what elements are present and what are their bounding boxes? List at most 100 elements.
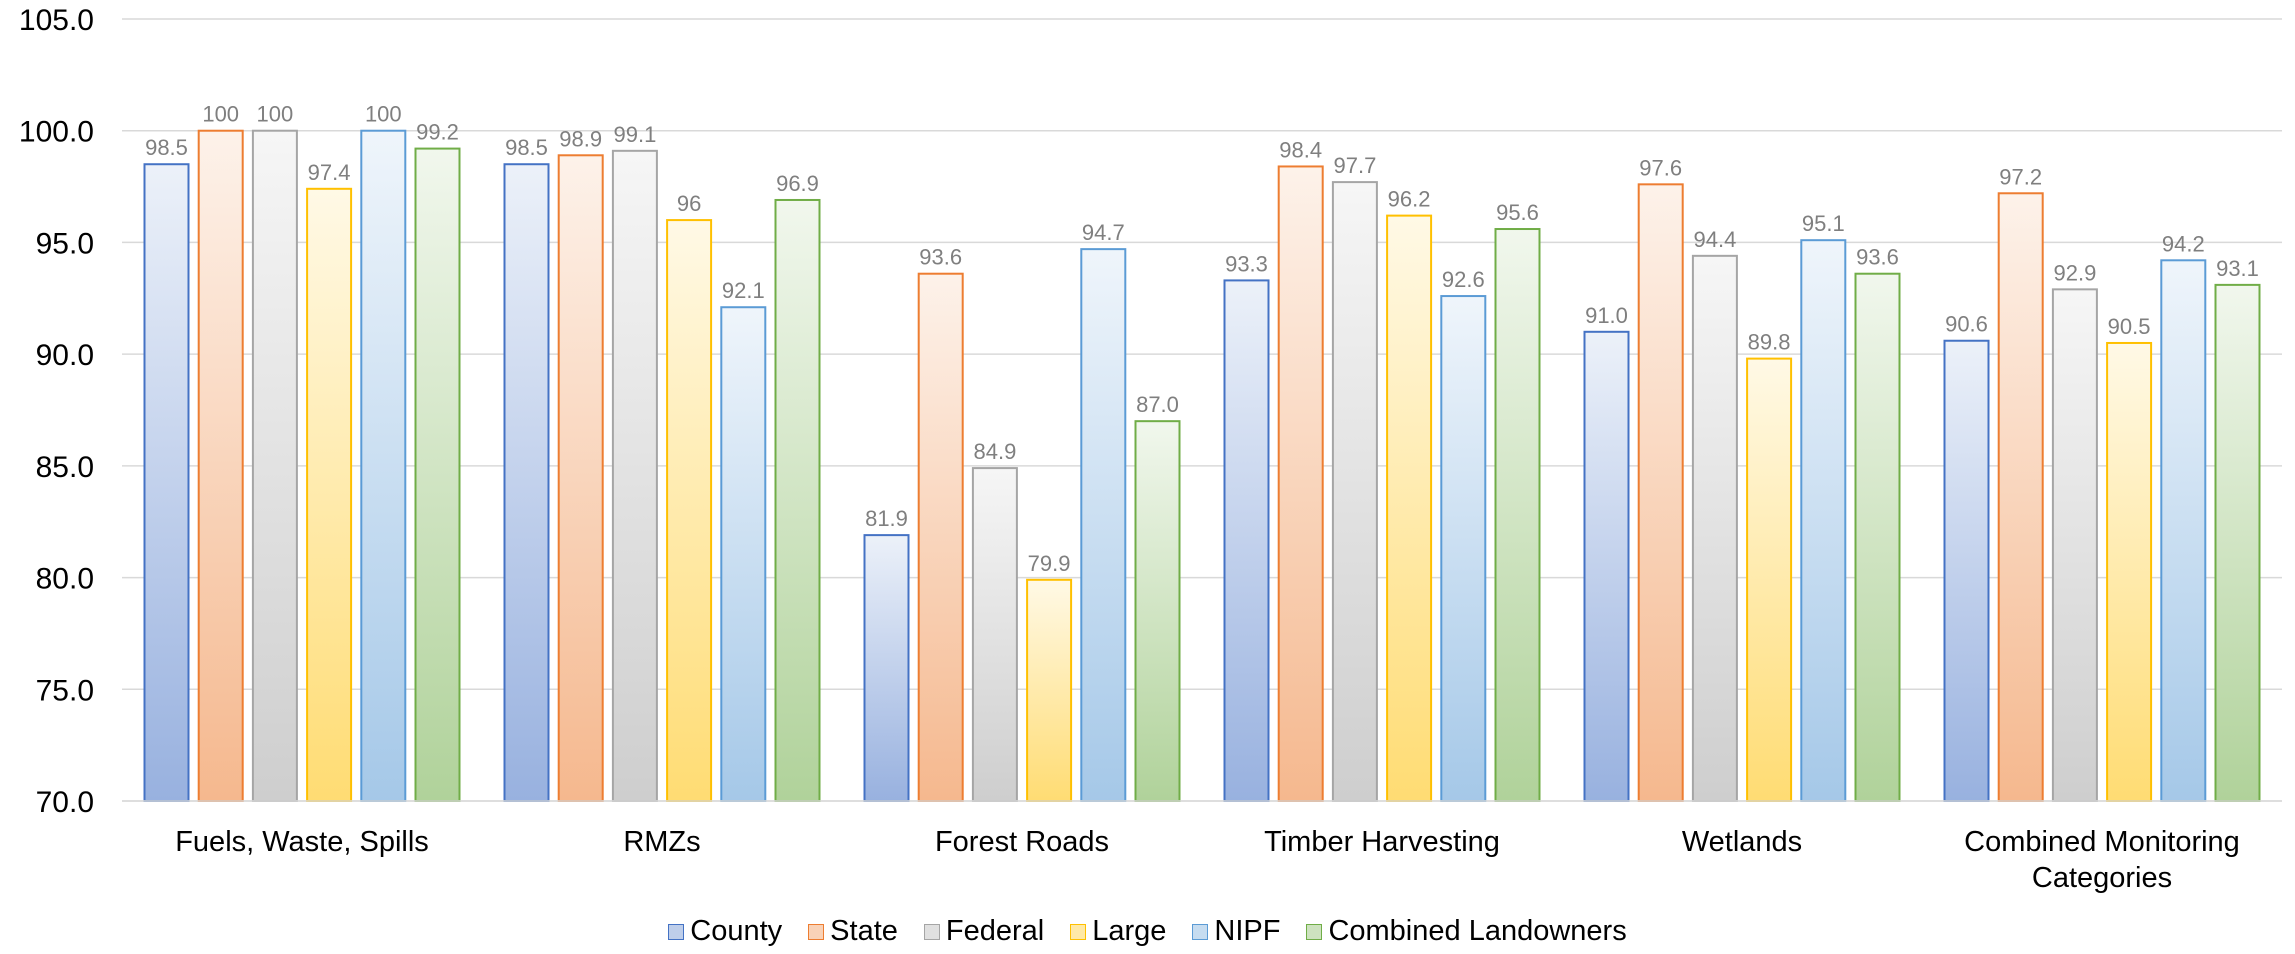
bar-nipf <box>720 306 767 802</box>
data-label: 99.2 <box>416 120 459 145</box>
bar-state <box>1997 192 2044 802</box>
y-tick-label: 70.0 <box>36 786 94 819</box>
data-label: 87.0 <box>1136 392 1179 417</box>
legend-swatch <box>1306 923 1323 940</box>
bar-nipf <box>360 129 407 802</box>
y-tick-label: 75.0 <box>36 674 94 707</box>
data-label: 98.9 <box>559 126 602 151</box>
bar-county <box>863 534 910 802</box>
bar-federal <box>2051 288 2098 802</box>
legend-item: NIPF <box>1192 915 1280 948</box>
y-tick-label: 85.0 <box>36 451 94 484</box>
gridlines <box>122 18 2282 802</box>
category-label: Fuels, Waste, Spills <box>175 826 429 858</box>
legend-item: Large <box>1070 915 1166 948</box>
legend-swatch <box>668 923 685 940</box>
data-label: 100 <box>365 102 402 127</box>
category-labels: Fuels, Waste, Spills RMZs Forest Roads Timb… <box>175 826 2240 894</box>
bar-county <box>1583 330 1630 802</box>
bar-state <box>1637 183 1684 802</box>
bar-large <box>2106 341 2153 802</box>
data-label: 94.4 <box>1693 227 1736 252</box>
category-label: Timber Harvesting <box>1264 826 1500 858</box>
legend-label: County <box>690 915 783 947</box>
legend-item: State <box>808 915 898 948</box>
data-label: 93.1 <box>2216 256 2259 281</box>
bar-combined-landowners <box>414 147 461 803</box>
data-label: 99.1 <box>613 122 656 147</box>
data-labels: 98.5 100 100 97.4 100 99.2 98.5 98.9 99.1 96 92.1 9… <box>145 102 2259 576</box>
legend-label: Large <box>1092 915 1167 947</box>
bar-nipf <box>1440 295 1487 802</box>
data-label: 97.7 <box>1333 153 1376 178</box>
y-tick-label: 95.0 <box>36 227 94 260</box>
bar-county <box>503 163 550 802</box>
legend-label: Combined Landowners <box>1328 915 1627 947</box>
data-label: 98.5 <box>145 135 188 160</box>
data-label: 96.9 <box>776 171 819 196</box>
bar-state <box>917 272 964 802</box>
y-tick-label: 80.0 <box>36 563 94 596</box>
y-tick-label: 100.0 <box>19 116 94 149</box>
bar-federal <box>251 129 298 802</box>
bar-state <box>197 129 244 802</box>
data-label: 97.4 <box>308 160 351 185</box>
data-label: 97.2 <box>1999 164 2042 189</box>
bar-combined-landowners <box>1134 420 1181 802</box>
bar-federal <box>611 149 658 802</box>
bar-combined-landowners <box>1854 272 1901 802</box>
bar-county <box>1223 279 1270 802</box>
bar-large <box>1386 214 1433 803</box>
data-label: 90.6 <box>1945 312 1988 337</box>
bar-nipf <box>1080 248 1127 803</box>
legend: County State Federal Large NIPF Combined Land… <box>0 915 2295 948</box>
legend-swatch <box>808 923 825 940</box>
bar-federal <box>1691 254 1738 802</box>
data-label: 98.5 <box>505 135 548 160</box>
category-label: RMZs <box>623 826 700 858</box>
bar-large <box>666 219 713 803</box>
bar-federal <box>971 467 1018 802</box>
data-label: 100 <box>202 102 239 127</box>
bar-large <box>1026 578 1073 803</box>
data-label: 79.9 <box>1028 551 1071 576</box>
data-label: 97.6 <box>1639 155 1682 180</box>
bar-state <box>1277 165 1324 803</box>
bar-nipf <box>2160 259 2207 802</box>
data-label: 93.6 <box>1856 245 1899 270</box>
data-label: 89.8 <box>1748 330 1791 355</box>
legend-swatch <box>923 923 940 940</box>
bar-combined-landowners <box>774 198 821 802</box>
data-label: 92.1 <box>722 278 765 303</box>
bar-large <box>306 187 353 802</box>
bar-county <box>143 163 190 802</box>
data-label: 96 <box>677 191 701 216</box>
data-label: 91.0 <box>1585 303 1628 328</box>
bar-large <box>1746 357 1793 802</box>
y-axis-tick-labels: 70.0 75.0 80.0 85.0 90.0 95.0 100.0 105.0 <box>19 4 94 819</box>
data-label: 93.3 <box>1225 251 1268 276</box>
category-label: Forest Roads <box>935 826 1109 858</box>
category-label: Combined Monitoring <box>1964 826 2240 858</box>
data-label: 94.7 <box>1082 220 1125 245</box>
data-label: 81.9 <box>865 506 908 531</box>
bar-federal <box>1331 181 1378 803</box>
y-tick-label: 105.0 <box>19 4 94 37</box>
legend-item: Federal <box>923 915 1045 948</box>
data-label: 92.9 <box>2053 260 2096 285</box>
data-label: 90.5 <box>2108 314 2151 339</box>
data-label: 94.2 <box>2162 231 2205 256</box>
category-label: Categories <box>2032 862 2172 894</box>
category-label: Wetlands <box>1682 826 1802 858</box>
bar-combined-landowners <box>1494 228 1541 803</box>
data-label: 93.6 <box>919 245 962 270</box>
data-label: 100 <box>257 102 294 127</box>
data-label: 95.1 <box>1802 211 1845 236</box>
legend-label: NIPF <box>1214 915 1281 947</box>
bar-nipf <box>1800 239 1847 803</box>
data-label: 95.6 <box>1496 200 1539 225</box>
legend-swatch <box>1192 923 1209 940</box>
legend-label: Federal <box>945 915 1045 947</box>
legend-swatch <box>1070 923 1087 940</box>
